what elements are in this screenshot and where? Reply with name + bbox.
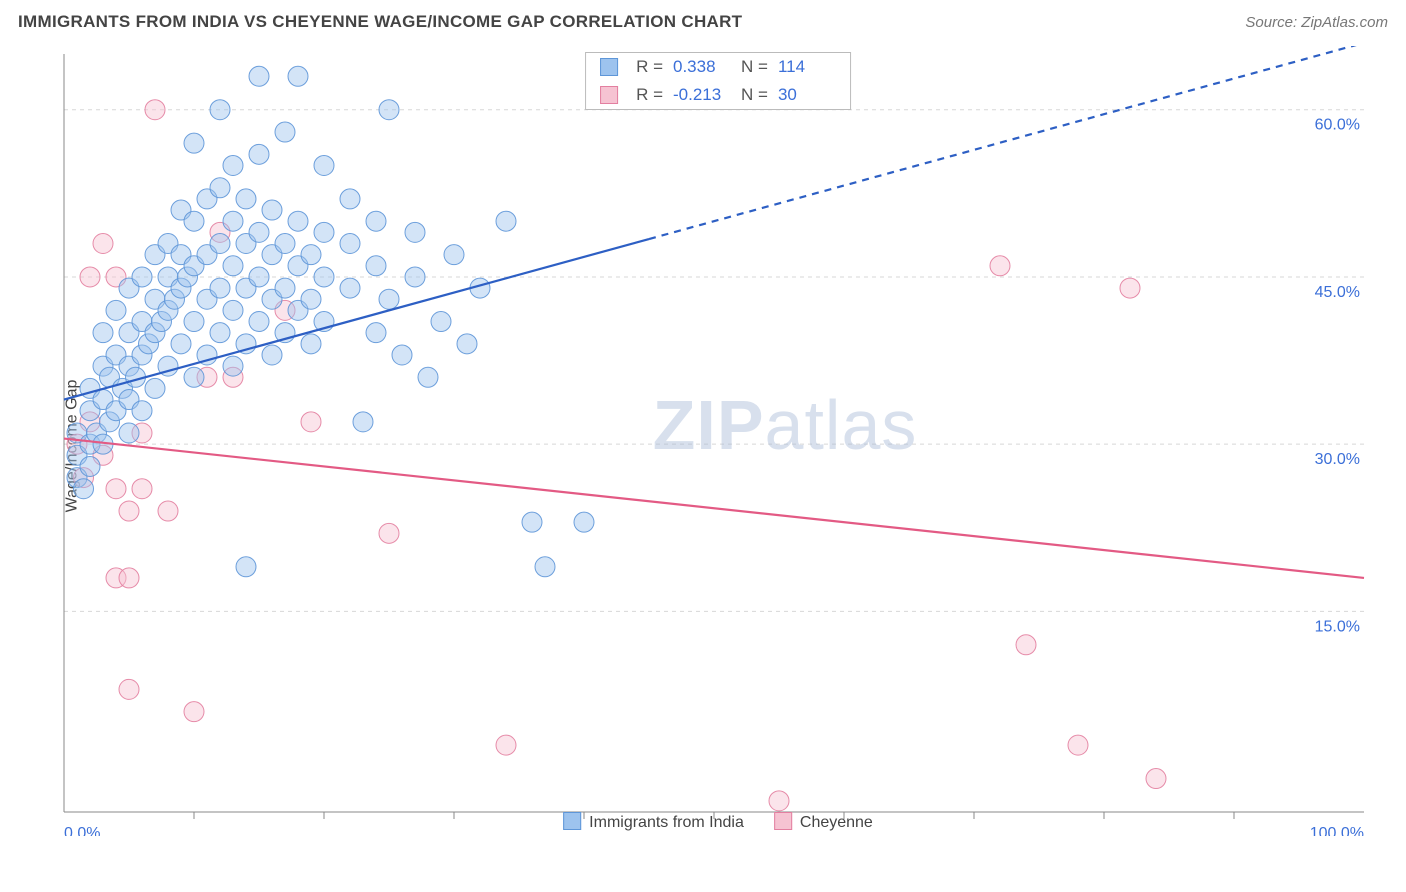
- stat-label: N =: [741, 85, 768, 105]
- scatter-chart: 0.0% 100.0% 15.0% 30.0% 45.0% 60.0%: [48, 46, 1388, 836]
- svg-text:0.0%: 0.0%: [64, 825, 100, 836]
- source-label: Source: ZipAtlas.com: [1245, 14, 1388, 31]
- legend-label: Immigrants from India: [589, 814, 744, 831]
- svg-text:100.0%: 100.0%: [1310, 825, 1364, 836]
- svg-text:15.0%: 15.0%: [1315, 618, 1360, 635]
- source-name: ZipAtlas.com: [1301, 14, 1388, 31]
- stats-row: R = 0.338 N = 114: [586, 53, 850, 81]
- chart-area: 0.0%100.0%15.0%30.0%45.0%60.0% ZIPatlas …: [48, 46, 1388, 836]
- svg-text:60.0%: 60.0%: [1315, 117, 1360, 134]
- svg-text:30.0%: 30.0%: [1315, 451, 1360, 468]
- stats-legend: R = 0.338 N = 114 R = -0.213 N = 30: [585, 52, 851, 110]
- legend-item: Cheyenne: [774, 812, 873, 832]
- stat-label: N =: [741, 57, 768, 77]
- legend-swatch-icon: [600, 58, 618, 76]
- stat-value: -0.213: [673, 85, 731, 105]
- svg-text:45.0%: 45.0%: [1315, 284, 1360, 301]
- legend-swatch-icon: [774, 812, 792, 830]
- stats-row: R = -0.213 N = 30: [586, 81, 850, 109]
- series-legend: Immigrants from India Cheyenne: [563, 812, 873, 832]
- stat-label: R =: [636, 57, 663, 77]
- legend-label: Cheyenne: [800, 814, 873, 831]
- stat-label: R =: [636, 85, 663, 105]
- legend-swatch-icon: [563, 812, 581, 830]
- stat-value: 30: [778, 85, 836, 105]
- stat-value: 0.338: [673, 57, 731, 77]
- legend-swatch-icon: [600, 86, 618, 104]
- legend-item: Immigrants from India: [563, 812, 744, 832]
- chart-title: IMMIGRANTS FROM INDIA VS CHEYENNE WAGE/I…: [18, 12, 742, 32]
- source-prefix: Source:: [1245, 14, 1301, 31]
- stat-value: 114: [778, 57, 836, 77]
- header: IMMIGRANTS FROM INDIA VS CHEYENNE WAGE/I…: [0, 0, 1406, 38]
